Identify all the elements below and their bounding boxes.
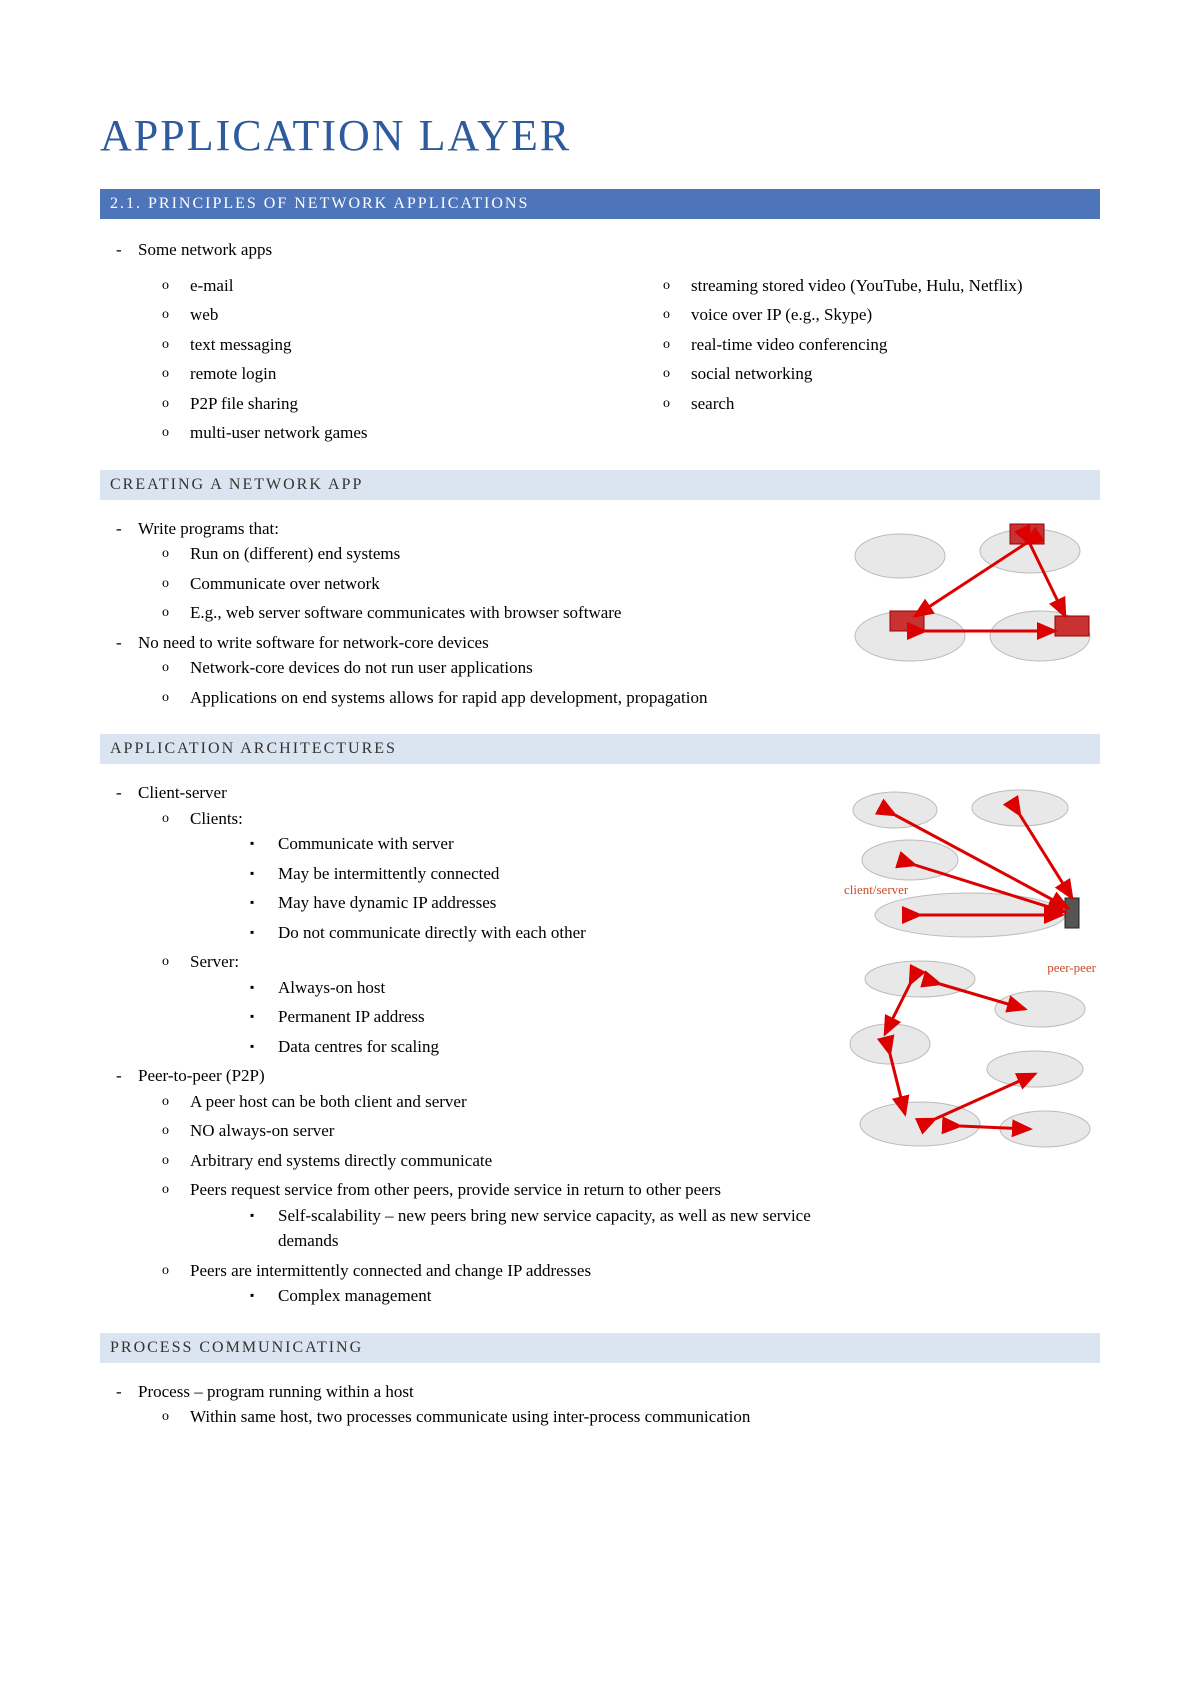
list-item: Peers request service from other peers, … [190, 1177, 820, 1254]
list-item: multi-user network games [190, 420, 599, 446]
list-item: Arbitrary end systems directly communica… [190, 1148, 820, 1174]
list-item: Write programs that: Run on (different) … [138, 516, 820, 626]
list-item: Always-on host [278, 975, 820, 1001]
list-item: remote login [190, 361, 599, 387]
item-text: Clients: [190, 809, 243, 828]
list-item: Permanent IP address [278, 1004, 820, 1030]
section-creating-body: Write programs that: Run on (different) … [100, 516, 1100, 715]
list-item: voice over IP (e.g., Skype) [691, 302, 1100, 328]
section-heading-process: PROCESS COMMUNICATING [100, 1333, 1100, 1363]
list-item: NO always-on server [190, 1118, 820, 1144]
list-item: No need to write software for network-co… [138, 630, 820, 711]
apps-right-list: streaming stored video (YouTube, Hulu, N… [639, 273, 1100, 417]
client-server-item: Client-server Clients: Communicate with … [138, 780, 820, 1059]
list-item: Communicate over network [190, 571, 820, 597]
client-server-diagram: client/server [840, 780, 1100, 940]
list-item: E.g., web server software communicates w… [190, 600, 820, 626]
list-item: Data centres for scaling [278, 1034, 820, 1060]
list-item: Run on (different) end systems [190, 541, 820, 567]
list-item: May be intermittently connected [278, 861, 820, 887]
item-text: No need to write software for network-co… [138, 633, 489, 652]
item-text: Process – program running within a host [138, 1382, 414, 1401]
list-item: e-mail [190, 273, 599, 299]
list-item: Communicate with server [278, 831, 820, 857]
network-app-diagram [840, 516, 1100, 676]
list-item: real-time video conferencing [691, 332, 1100, 358]
clients-label: Clients: Communicate with server May be … [190, 806, 820, 946]
list-item: Do not communicate directly with each ot… [278, 920, 820, 946]
section-architectures-body: Client-server Clients: Communicate with … [100, 780, 1100, 1313]
list-item: Peers are intermittently connected and c… [190, 1258, 820, 1309]
list-item: Self-scalability – new peers bring new s… [278, 1203, 820, 1254]
item-text: Peers are intermittently connected and c… [190, 1261, 591, 1280]
list-item: social networking [691, 361, 1100, 387]
list-item: A peer host can be both client and serve… [190, 1089, 820, 1115]
apps-left-list: e-mail web text messaging remote login P… [138, 273, 599, 446]
list-item: web [190, 302, 599, 328]
list-item: Within same host, two processes communic… [190, 1404, 1100, 1430]
item-text: Client-server [138, 783, 227, 802]
section-heading-creating: CREATING A NETWORK APP [100, 470, 1100, 500]
list-item: Applications on end systems allows for r… [190, 685, 820, 711]
diagram-label-pp: peer-peer [1047, 958, 1096, 978]
list-item: Process – program running within a host … [138, 1379, 1100, 1430]
list-item: May have dynamic IP addresses [278, 890, 820, 916]
page-title: APPLICATION LAYER [100, 110, 1100, 161]
list-item: P2P file sharing [190, 391, 599, 417]
item-text: Write programs that: [138, 519, 279, 538]
list-item: text messaging [190, 332, 599, 358]
section-heading-principles: 2.1. PRINCIPLES OF NETWORK APPLICATIONS [100, 189, 1100, 219]
section-heading-architectures: APPLICATION ARCHITECTURES [100, 734, 1100, 764]
peer-peer-diagram: peer-peer [840, 954, 1100, 1154]
item-text: Peer-to-peer (P2P) [138, 1066, 265, 1085]
diagram-label-cs: client/server [844, 880, 908, 900]
list-item: streaming stored video (YouTube, Hulu, N… [691, 273, 1100, 299]
list-item: Complex management [278, 1283, 820, 1309]
server-label: Server: Always-on host Permanent IP addr… [190, 949, 820, 1059]
section-principles-body: Some network apps e-mail web text messag… [100, 237, 1100, 450]
intro-item: Some network apps [138, 237, 1100, 263]
list-item: Network-core devices do not run user app… [190, 655, 820, 681]
item-text: Peers request service from other peers, … [190, 1180, 721, 1199]
p2p-item: Peer-to-peer (P2P) A peer host can be bo… [138, 1063, 820, 1309]
list-item: search [691, 391, 1100, 417]
section-process-body: Process – program running within a host … [100, 1379, 1100, 1430]
item-text: Server: [190, 952, 239, 971]
